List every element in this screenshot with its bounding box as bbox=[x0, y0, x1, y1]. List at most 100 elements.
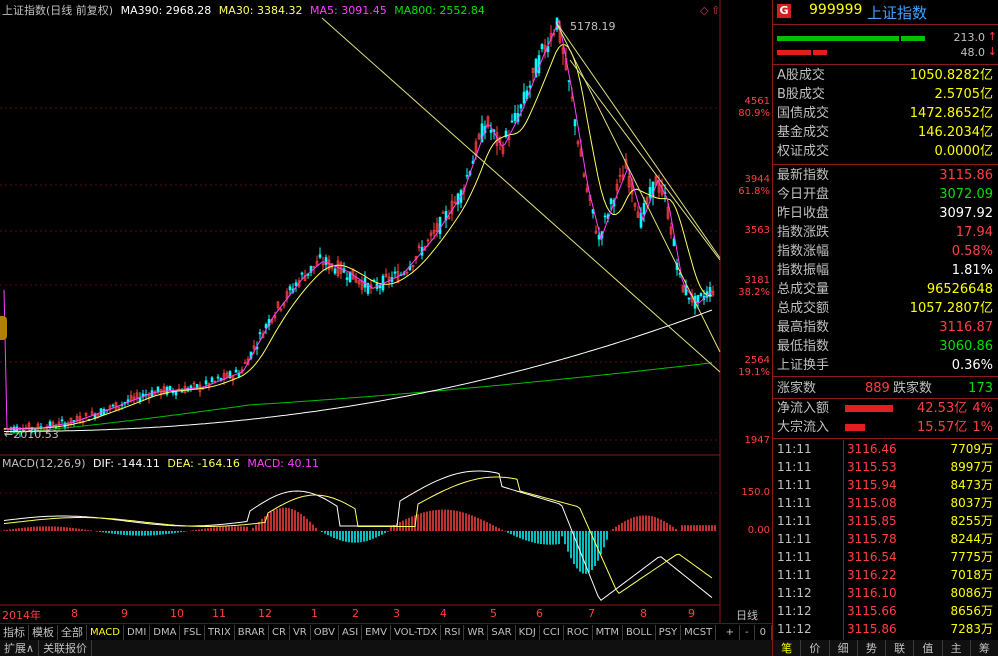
candle-body bbox=[636, 211, 640, 218]
indicator-tab-模板[interactable]: 模板 bbox=[29, 625, 58, 640]
tick-row[interactable]: 11:11 3115.94 8473万 bbox=[777, 476, 995, 495]
expand-button[interactable]: 扩展∧ bbox=[0, 640, 40, 656]
stat-label: 最高指数 bbox=[777, 320, 830, 335]
zoom-control-button[interactable]: - bbox=[740, 625, 755, 640]
x-month-label: 6 bbox=[536, 607, 543, 620]
indicator-tab-vr[interactable]: VR bbox=[290, 625, 311, 640]
indicator-tab-全部[interactable]: 全部 bbox=[58, 625, 87, 640]
candle-body bbox=[531, 67, 535, 73]
candle-body bbox=[264, 324, 268, 329]
tick-row[interactable]: 11:11 3115.78 8244万 bbox=[777, 530, 995, 549]
candle-body bbox=[642, 203, 646, 215]
stat-row: 最新指数 3115.86 bbox=[777, 166, 995, 185]
candle-body bbox=[321, 263, 325, 266]
tick-row[interactable]: 11:11 3115.85 8255万 bbox=[777, 512, 995, 531]
tick-price: 3115.53 bbox=[847, 460, 897, 474]
tick-row[interactable]: 11:11 3116.54 7775万 bbox=[777, 548, 995, 567]
indicator-tab-wr[interactable]: WR bbox=[464, 625, 489, 640]
indicator-tab-asi[interactable]: ASI bbox=[339, 625, 363, 640]
side-collapse-handle[interactable] bbox=[0, 316, 7, 340]
stat-label: 指数涨跌 bbox=[777, 225, 830, 240]
stat-value: 0.58% bbox=[951, 244, 993, 259]
stat-row: 指数振幅 1.81% bbox=[777, 261, 995, 280]
indicator-tab-fsl[interactable]: FSL bbox=[180, 625, 205, 640]
panel-tab[interactable]: 势 bbox=[858, 640, 886, 656]
indicator-tab-obv[interactable]: OBV bbox=[311, 625, 339, 640]
stat-label: 最低指数 bbox=[777, 339, 830, 354]
candle-body bbox=[447, 216, 451, 219]
panel-tab[interactable]: 筹 bbox=[971, 640, 998, 656]
up-arrow-icon[interactable]: ⇧ bbox=[711, 4, 720, 17]
candle-body bbox=[627, 176, 631, 188]
candle-body bbox=[210, 377, 214, 383]
panel-tab[interactable]: 联 bbox=[886, 640, 915, 656]
candle-body bbox=[294, 282, 298, 286]
tick-volume: 8656万 bbox=[950, 604, 993, 618]
candle-body bbox=[417, 245, 421, 248]
tick-row[interactable]: 11:12 3115.86 7283万 bbox=[777, 620, 995, 639]
tick-row[interactable]: 11:11 3115.53 8997万 bbox=[777, 458, 995, 477]
tick-row[interactable]: 11:12 3116.10 8086万 bbox=[777, 584, 995, 603]
period-label[interactable]: 日线 bbox=[736, 609, 758, 622]
indicator-tab-brar[interactable]: BRAR bbox=[235, 625, 269, 640]
candle-body bbox=[135, 392, 139, 398]
kline-chart-svg[interactable]: ◇ ⇧ bbox=[0, 0, 772, 623]
turnover-row: 权证成交 0.0000亿 bbox=[777, 142, 995, 161]
indicator-tab-cci[interactable]: CCI bbox=[540, 625, 564, 640]
tick-row[interactable]: 11:12 3115.66 8656万 bbox=[777, 602, 995, 621]
x-month-label: 4 bbox=[440, 607, 447, 620]
indicator-tab-macd[interactable]: MACD bbox=[87, 625, 124, 640]
indicator-tab-dmi[interactable]: DMI bbox=[124, 625, 151, 640]
ma5-value: MA5: 3091.45 bbox=[310, 4, 387, 17]
indicator-tab-dma[interactable]: DMA bbox=[150, 625, 181, 640]
kline-chart-area[interactable]: ◇ ⇧ 上证指数(日线 前复权) MA390: 2968.28 MA30: 33… bbox=[0, 0, 772, 623]
bottom-bar: 扩展∧ 关联报价 bbox=[0, 640, 772, 656]
indicator-tab-vol-tdx[interactable]: VOL-TDX bbox=[391, 625, 442, 640]
indicator-tab-mtm[interactable]: MTM bbox=[593, 625, 623, 640]
candle-body bbox=[312, 265, 316, 269]
panel-tabs: 笔价细势联值主筹 bbox=[773, 640, 998, 656]
tick-price: 3116.10 bbox=[847, 586, 897, 600]
indicator-tab-psy[interactable]: PSY bbox=[656, 625, 682, 640]
tick-row[interactable]: 11:11 3115.08 8037万 bbox=[777, 494, 995, 513]
indicator-tab-mcst[interactable]: MCST bbox=[681, 625, 717, 640]
indicator-tab-kdj[interactable]: KDJ bbox=[516, 625, 540, 640]
candle-body bbox=[216, 376, 220, 379]
panel-tab[interactable]: 主 bbox=[943, 640, 971, 656]
diamond-icon[interactable]: ◇ bbox=[700, 4, 709, 17]
zoom-control-button[interactable]: + bbox=[721, 625, 741, 640]
tick-row[interactable]: 11:11 3116.22 7018万 bbox=[777, 566, 995, 585]
zoom-control-button[interactable]: 0 bbox=[755, 625, 772, 640]
panel-tab[interactable]: 细 bbox=[830, 640, 858, 656]
indicator-tab-cr[interactable]: CR bbox=[269, 625, 290, 640]
candle-body bbox=[336, 260, 340, 277]
tick-price: 3115.66 bbox=[847, 604, 897, 618]
y-price-label: 3563 bbox=[744, 225, 770, 236]
tick-volume: 8473万 bbox=[950, 478, 993, 492]
tick-volume: 8244万 bbox=[950, 532, 993, 546]
tick-time: 11:12 bbox=[777, 604, 812, 618]
candle-body bbox=[648, 186, 652, 198]
tick-volume: 7775万 bbox=[950, 550, 993, 564]
indicator-tab-sar[interactable]: SAR bbox=[488, 625, 516, 640]
panel-tab[interactable]: 值 bbox=[914, 640, 943, 656]
indicator-tab-roc[interactable]: ROC bbox=[564, 625, 593, 640]
tick-row[interactable]: 11:11 3116.46 7709万 bbox=[777, 440, 995, 459]
panel-tab[interactable]: 笔 bbox=[773, 640, 802, 656]
related-quotes-button[interactable]: 关联报价 bbox=[39, 640, 93, 656]
peak-annotation: 5178.19 bbox=[570, 20, 616, 33]
indicator-tab-boll[interactable]: BOLL bbox=[623, 625, 656, 640]
indicator-tab-rsi[interactable]: RSI bbox=[441, 625, 465, 640]
panel-tab[interactable]: 价 bbox=[801, 640, 830, 656]
tick-price: 3116.46 bbox=[847, 442, 897, 456]
macd-dif: DIF: -144.11 bbox=[93, 457, 160, 470]
stat-value: 3097.92 bbox=[939, 206, 993, 221]
turnover-label: B股成交 bbox=[777, 87, 825, 102]
indicator-tab-emv[interactable]: EMV bbox=[362, 625, 391, 640]
net-inflow-label: 净流入额 bbox=[777, 401, 830, 416]
indicator-tab-trix[interactable]: TRIX bbox=[205, 625, 235, 640]
down-arrow-icon: ↓ bbox=[987, 45, 997, 58]
indicator-tab-指标[interactable]: 指标 bbox=[0, 625, 29, 640]
candle-body bbox=[486, 116, 490, 128]
macd-level-label: 0.00 bbox=[747, 525, 770, 536]
